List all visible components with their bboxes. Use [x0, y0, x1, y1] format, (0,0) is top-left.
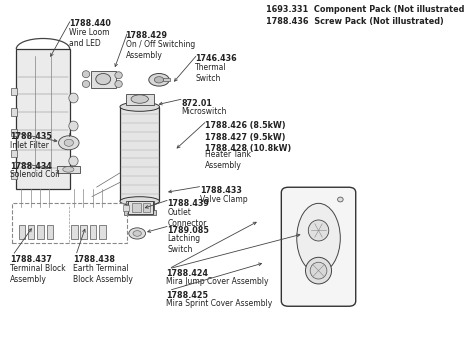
FancyBboxPatch shape: [11, 150, 17, 158]
Ellipse shape: [120, 197, 159, 206]
Text: 1788.436  Screw Pack (Not illustrated): 1788.436 Screw Pack (Not illustrated): [266, 17, 444, 26]
Text: 1788.440: 1788.440: [69, 19, 111, 28]
Text: 1789.085: 1789.085: [167, 226, 209, 235]
Text: Thermal
Switch: Thermal Switch: [195, 63, 227, 83]
Ellipse shape: [129, 228, 146, 239]
Ellipse shape: [115, 80, 122, 88]
FancyBboxPatch shape: [163, 78, 170, 81]
FancyBboxPatch shape: [80, 225, 87, 239]
FancyBboxPatch shape: [132, 203, 141, 212]
FancyBboxPatch shape: [136, 100, 144, 106]
Text: Mira Jump Cover Assembly: Mira Jump Cover Assembly: [166, 277, 269, 286]
Text: 1788.424: 1788.424: [166, 269, 208, 278]
Text: Inlet Filter: Inlet Filter: [10, 141, 49, 150]
Text: Terminal Block
Assembly: Terminal Block Assembly: [10, 264, 66, 284]
Ellipse shape: [120, 102, 159, 111]
Ellipse shape: [63, 167, 74, 172]
Ellipse shape: [133, 231, 141, 236]
FancyBboxPatch shape: [123, 205, 129, 211]
FancyBboxPatch shape: [91, 71, 116, 88]
FancyBboxPatch shape: [28, 225, 34, 239]
Text: Mira Sprint Cover Assembly: Mira Sprint Cover Assembly: [166, 299, 272, 308]
Text: Valve Clamp: Valve Clamp: [200, 195, 247, 204]
FancyBboxPatch shape: [11, 130, 17, 136]
Ellipse shape: [126, 204, 139, 211]
Text: 1788.425: 1788.425: [166, 290, 208, 300]
Ellipse shape: [308, 220, 329, 241]
Ellipse shape: [115, 72, 122, 79]
Text: Earth Terminal
Block Assembly: Earth Terminal Block Assembly: [73, 264, 133, 284]
FancyBboxPatch shape: [124, 210, 155, 215]
Text: Outlet
Connector: Outlet Connector: [167, 208, 207, 228]
FancyBboxPatch shape: [143, 203, 150, 212]
Text: Solenoid Coil: Solenoid Coil: [10, 170, 60, 179]
FancyBboxPatch shape: [126, 201, 153, 212]
FancyBboxPatch shape: [46, 225, 53, 239]
Ellipse shape: [82, 80, 90, 88]
FancyBboxPatch shape: [16, 49, 70, 189]
Ellipse shape: [59, 136, 79, 150]
Text: 1788.437: 1788.437: [10, 256, 52, 265]
FancyBboxPatch shape: [19, 225, 25, 239]
Ellipse shape: [310, 262, 327, 279]
FancyBboxPatch shape: [126, 94, 153, 105]
FancyBboxPatch shape: [71, 225, 78, 239]
Ellipse shape: [131, 95, 148, 103]
FancyBboxPatch shape: [90, 225, 96, 239]
Ellipse shape: [140, 204, 153, 211]
Ellipse shape: [306, 257, 332, 284]
Ellipse shape: [96, 74, 111, 85]
Ellipse shape: [69, 156, 78, 166]
Ellipse shape: [69, 93, 78, 103]
FancyBboxPatch shape: [99, 225, 106, 239]
Ellipse shape: [64, 139, 73, 146]
Ellipse shape: [297, 203, 340, 273]
Ellipse shape: [149, 74, 169, 86]
Text: On / Off Switching
Assembly: On / Off Switching Assembly: [126, 40, 195, 60]
FancyBboxPatch shape: [37, 225, 44, 239]
Text: 1693.331  Component Pack (Not illustrated): 1693.331 Component Pack (Not illustrated…: [266, 5, 465, 14]
Text: 872.01: 872.01: [181, 99, 212, 108]
FancyBboxPatch shape: [135, 99, 153, 107]
Ellipse shape: [69, 121, 78, 131]
Ellipse shape: [154, 77, 164, 83]
Text: 1788.439: 1788.439: [167, 199, 209, 209]
FancyBboxPatch shape: [11, 108, 17, 116]
Text: 1746.436: 1746.436: [195, 54, 237, 63]
FancyBboxPatch shape: [57, 166, 80, 173]
Text: 1788.434: 1788.434: [10, 162, 52, 171]
Text: 1788.433: 1788.433: [200, 186, 242, 195]
Text: 1788.438: 1788.438: [73, 256, 115, 265]
Text: 1788.435: 1788.435: [10, 132, 52, 141]
Text: 1788.429: 1788.429: [126, 32, 167, 41]
FancyBboxPatch shape: [281, 187, 356, 306]
FancyBboxPatch shape: [11, 88, 17, 94]
Text: 1788.426 (8.5kW)
1788.427 (9.5kW)
1788.428 (10.8kW): 1788.426 (8.5kW) 1788.427 (9.5kW) 1788.4…: [205, 121, 291, 153]
Text: Latching
Switch: Latching Switch: [167, 234, 200, 254]
Ellipse shape: [82, 71, 90, 78]
FancyBboxPatch shape: [120, 107, 159, 201]
Text: Heater Tank
Assembly: Heater Tank Assembly: [205, 150, 251, 170]
FancyBboxPatch shape: [128, 201, 153, 214]
Text: Wire Loom
and LED: Wire Loom and LED: [69, 28, 109, 48]
FancyBboxPatch shape: [11, 172, 17, 178]
Text: Microswitch: Microswitch: [181, 107, 227, 116]
Ellipse shape: [338, 197, 343, 202]
